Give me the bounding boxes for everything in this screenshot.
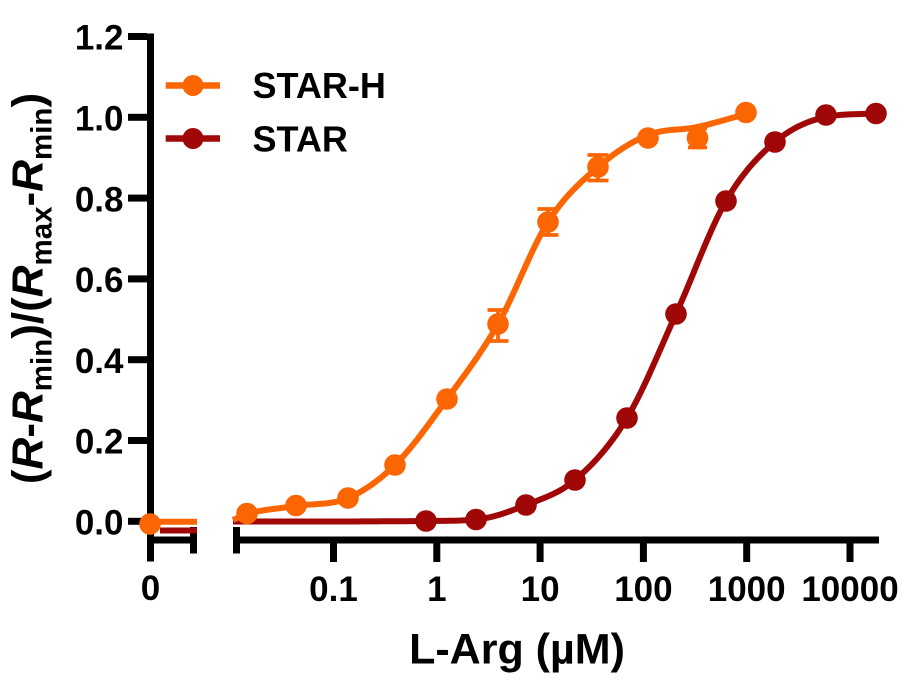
svg-text:0.6: 0.6 [75,261,124,300]
svg-text:STAR: STAR [253,119,348,160]
svg-text:10000: 10000 [801,570,898,609]
svg-text:1.2: 1.2 [75,19,124,58]
svg-text:0.2: 0.2 [75,423,124,462]
svg-text:1000: 1000 [708,570,786,609]
svg-text:0.4: 0.4 [75,342,124,381]
svg-text:0: 0 [141,569,160,608]
svg-text:1: 1 [427,570,446,609]
svg-text:1.0: 1.0 [75,100,124,139]
svg-text:100: 100 [614,570,672,609]
svg-text:(R-Rmin)/(Rmax-Rmin): (R-Rmin)/(Rmax-Rmin) [3,93,58,484]
svg-text:10: 10 [521,570,560,609]
svg-text:0.0: 0.0 [75,504,124,543]
svg-text:L-Arg (µM): L-Arg (µM) [409,626,625,674]
svg-text:0.8: 0.8 [75,180,124,219]
svg-text:0.1: 0.1 [309,570,358,609]
svg-text:STAR-H: STAR-H [253,65,386,106]
